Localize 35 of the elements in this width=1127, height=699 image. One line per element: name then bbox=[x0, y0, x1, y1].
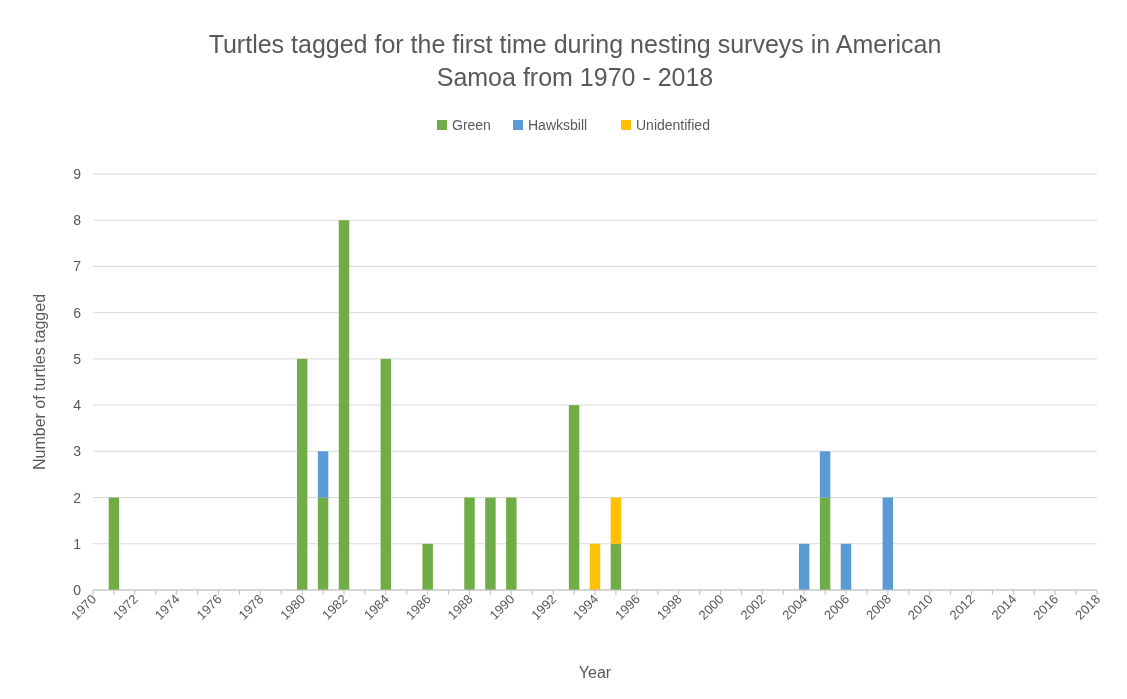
y-tick-label: 9 bbox=[73, 166, 82, 182]
bar bbox=[882, 497, 894, 590]
bar bbox=[380, 358, 392, 590]
y-axis-title: Number of turtles tagged bbox=[31, 293, 48, 471]
bar bbox=[296, 358, 308, 590]
bar bbox=[798, 543, 810, 590]
y-tick-label: 4 bbox=[73, 397, 82, 414]
bar bbox=[568, 405, 580, 590]
y-tick-label: 1 bbox=[73, 535, 82, 552]
legend-label: Green bbox=[452, 117, 491, 133]
legend-label: Unidentified bbox=[636, 117, 710, 133]
y-tick-label: 0 bbox=[73, 582, 82, 598]
legend-label: Hawksbill bbox=[528, 117, 588, 133]
bar bbox=[108, 497, 120, 590]
bar bbox=[506, 497, 517, 590]
bar bbox=[840, 543, 852, 590]
bar bbox=[610, 497, 622, 544]
bar bbox=[819, 451, 831, 498]
bar bbox=[317, 497, 329, 590]
bar bbox=[589, 543, 601, 590]
y-tick-label: 7 bbox=[73, 258, 82, 275]
bar bbox=[317, 451, 329, 498]
bar bbox=[610, 543, 622, 590]
bar bbox=[485, 497, 496, 590]
y-tick-label: 6 bbox=[73, 304, 82, 321]
y-tick-label: 8 bbox=[73, 212, 82, 229]
bar bbox=[422, 543, 433, 590]
y-tick-label: 5 bbox=[73, 350, 82, 367]
bar bbox=[338, 220, 350, 590]
bar bbox=[464, 497, 475, 590]
bar bbox=[819, 497, 831, 590]
y-tick-label: 2 bbox=[73, 489, 82, 506]
y-tick-label: 3 bbox=[73, 443, 82, 460]
x-axis-title: Year bbox=[578, 664, 612, 681]
chart-title: Turtles tagged for the first time during nesting surveys in American Samoa from 1970 - 2018 bbox=[208, 30, 942, 91]
